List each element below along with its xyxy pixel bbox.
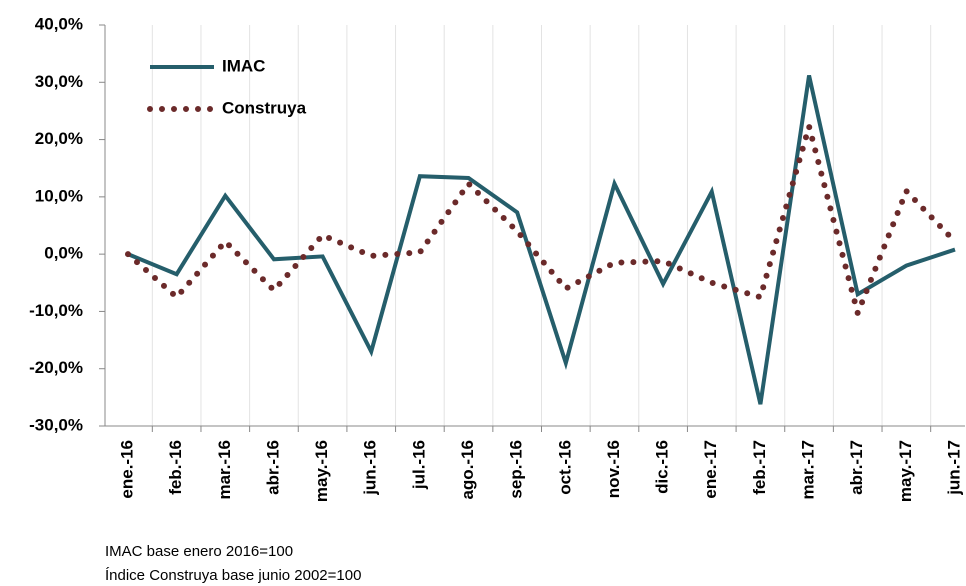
y-tick-label: -20,0% <box>29 358 83 377</box>
x-tick-label: may.-16 <box>312 440 331 502</box>
note: Índice Construya base junio 2002=100 <box>105 567 361 584</box>
legend-label: IMAC <box>222 56 265 75</box>
x-tick-label: mar.-17 <box>799 440 818 500</box>
y-tick-label: -10,0% <box>29 301 83 320</box>
x-tick-label: feb.-17 <box>750 440 769 495</box>
x-tick-label: mar.-16 <box>215 440 234 500</box>
y-tick-label: 40,0% <box>35 14 83 33</box>
x-tick-label: jul.-16 <box>409 440 428 490</box>
y-tick-label: 0,0% <box>44 244 83 263</box>
y-tick-label: 20,0% <box>35 129 83 148</box>
x-tick-label: ago.-16 <box>458 440 477 500</box>
note: IMAC base enero 2016=100 <box>105 543 293 560</box>
x-tick-label: ene.-16 <box>117 440 136 499</box>
x-tick-label: jun.-17 <box>944 440 963 496</box>
x-tick-label: oct.-16 <box>555 440 574 495</box>
x-tick-label: may.-17 <box>896 440 915 502</box>
x-tick-label: sep.-16 <box>507 440 526 499</box>
legend-label: Construya <box>222 98 307 117</box>
x-tick-label: jun.-16 <box>361 440 380 496</box>
x-tick-label: dic.-16 <box>653 440 672 494</box>
x-tick-label: abr.-17 <box>847 440 866 495</box>
y-tick-label: -30,0% <box>29 415 83 434</box>
series-line <box>127 74 956 405</box>
y-tick-label: 30,0% <box>35 72 83 91</box>
x-tick-label: feb.-16 <box>166 440 185 495</box>
x-tick-label: nov.-16 <box>604 440 623 498</box>
y-tick-label: 10,0% <box>35 186 83 205</box>
x-tick-label: abr.-16 <box>263 440 282 495</box>
x-tick-label: ene.-17 <box>701 440 720 499</box>
